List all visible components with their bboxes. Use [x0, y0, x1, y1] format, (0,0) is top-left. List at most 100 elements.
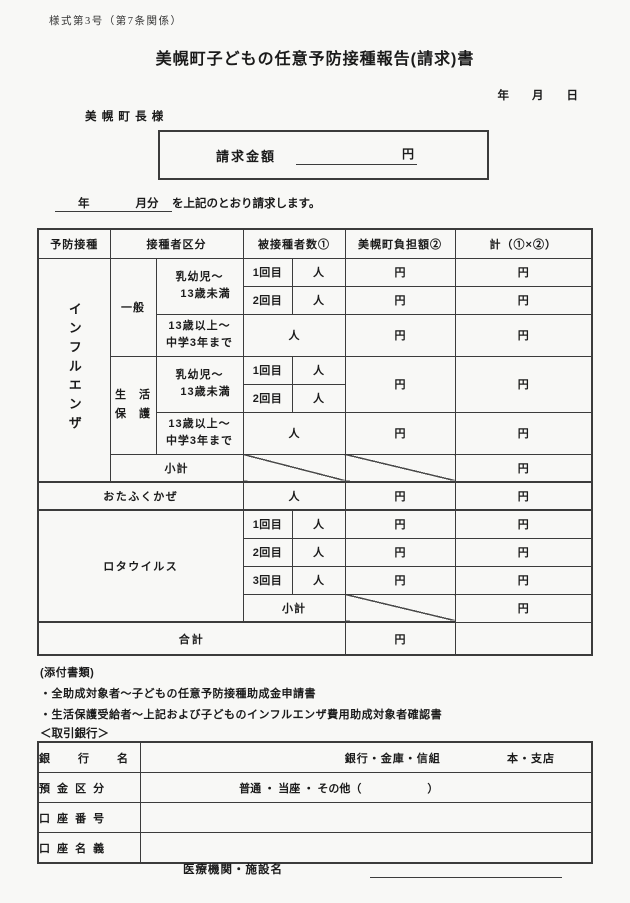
- category-general-cell: 一般: [109, 257, 157, 357]
- diagonal-strikethrough-cell: [242, 453, 346, 483]
- dose-1-label: 1回目: [242, 355, 293, 385]
- total-amount-cell: 円: [454, 411, 593, 455]
- bank-section-heading: ＜取引銀行＞: [40, 728, 109, 740]
- vaccination-table: 予防接種 接種者区分 被接種者数① 美幌町負担額② 計（①×②） インフルエンザ…: [37, 228, 593, 656]
- header-burden: 美幌町負担額②: [344, 228, 456, 259]
- dose-2-label: 2回目: [242, 383, 293, 413]
- vaccine-rotavirus-label: ロタウイルス: [37, 509, 244, 623]
- person-count-cell: 人: [242, 313, 346, 357]
- grand-total-label: 合計: [37, 621, 346, 656]
- bank-name-value: 銀行・金庫・信組 本・支店: [139, 741, 593, 773]
- facility-name-label: 医療機関・施設名: [183, 864, 283, 876]
- burden-amount-cell: 円: [344, 285, 456, 315]
- mumps-row: おたふくかぜ 人 円 円: [37, 481, 593, 511]
- age-older-cell: 13歳以上～ 中学3年まで: [155, 313, 244, 357]
- person-count-cell: 人: [291, 509, 346, 539]
- table-header-row: 予防接種 接種者区分 被接種者数① 美幌町負担額② 計（①×②）: [37, 228, 593, 259]
- attachment-item: ・全助成対象者～子どもの任意予防接種助成金申請書: [40, 688, 316, 700]
- total-amount-cell: 円: [454, 509, 593, 539]
- form-number: 様式第3号（第7条関係）: [49, 16, 183, 27]
- person-count-cell: 人: [291, 355, 346, 385]
- subtotal-amount-cell: 円: [454, 593, 593, 623]
- diagonal-strikethrough-cell: [344, 453, 456, 483]
- vaccine-influenza-cell: インフルエンザ: [37, 257, 111, 483]
- person-count-cell: 人: [291, 257, 346, 287]
- person-count-cell: 人: [291, 537, 346, 567]
- attachment-item: ・生活保護受給者～上記および子どものインフルエンザ費用助成対象者確認書: [40, 709, 443, 721]
- claim-amount-box: 請求金額 円: [158, 130, 489, 180]
- header-vaccine: 予防接種: [37, 228, 111, 259]
- subtotal-amount-cell: 円: [454, 453, 593, 483]
- dose-2-label: 2回目: [242, 285, 293, 315]
- burden-amount-cell: 円: [344, 411, 456, 455]
- burden-amount-cell: 円: [344, 257, 456, 287]
- diagonal-strikethrough-cell: [344, 593, 456, 623]
- dose-1-label: 1回目: [242, 509, 293, 539]
- subtotal-label: 小計: [242, 593, 346, 623]
- age-older-cell: 13歳以上～ 中学3年まで: [155, 411, 244, 455]
- burden-amount-cell: 円: [344, 313, 456, 357]
- total-amount-cell: 円: [454, 313, 593, 357]
- date-line: 年 月 日: [497, 90, 579, 102]
- dose-1-label: 1回目: [242, 257, 293, 287]
- account-number-blank: [139, 802, 593, 833]
- facility-name-blank: [370, 860, 562, 878]
- rotavirus-row: ロタウイルス 1回目 人 円 円: [37, 509, 593, 623]
- category-welfare-cell: 生 活 保 護: [109, 355, 157, 455]
- burden-amount-cell: 円: [344, 509, 456, 539]
- burden-amount-cell: 円: [344, 537, 456, 567]
- age-infant-cell: 乳幼児～ 13歳未満: [155, 257, 244, 315]
- account-type-label: 預 金 区 分: [37, 772, 141, 803]
- person-count-cell: 人: [242, 481, 346, 511]
- grand-total-row: 合計 円: [37, 621, 592, 656]
- claim-statement: 年 月分 を上記のとおり請求します。: [55, 195, 320, 212]
- total-amount-cell: 円: [454, 257, 593, 287]
- bank-table: 銀 行 名 銀行・金庫・信組 本・支店 預 金 区 分 普通 ・ 当座 ・ その…: [37, 741, 593, 864]
- account-type-row: 預 金 区 分 普通 ・ 当座 ・ その他（ ）: [37, 772, 593, 803]
- account-holder-row: 口 座 名 義: [37, 832, 593, 864]
- influenza-subtotal-row: 小計 円: [38, 453, 593, 483]
- total-amount-cell: 円: [454, 481, 593, 511]
- total-amount-cell: 円: [454, 565, 593, 595]
- person-count-cell: 人: [242, 411, 346, 455]
- burden-amount-cell: 円: [344, 481, 456, 511]
- account-type-options: 普通 ・ 当座 ・ その他（ ）: [139, 772, 593, 803]
- account-holder-blank: [139, 832, 593, 864]
- page-title: 美幌町子どもの任意予防接種報告(請求)書: [155, 51, 475, 68]
- account-number-row: 口 座 番 号: [37, 802, 593, 833]
- burden-amount-cell: 円: [344, 565, 456, 595]
- dose-3-label: 3回目: [242, 565, 293, 595]
- subtotal-label: 小計: [109, 453, 244, 483]
- total-amount-cell: 円: [454, 537, 593, 567]
- person-count-cell: 人: [291, 565, 346, 595]
- attachments-heading: (添付書類): [40, 667, 95, 679]
- account-holder-label: 口 座 名 義: [37, 832, 141, 864]
- person-count-cell: 人: [291, 285, 346, 315]
- grand-total-amount-cell: 円: [344, 621, 456, 656]
- total-amount-cell: 円: [454, 355, 593, 413]
- account-number-label: 口 座 番 号: [37, 802, 141, 833]
- age-infant-cell: 乳幼児～ 13歳未満: [155, 355, 244, 413]
- bank-name-label: 銀 行 名: [37, 741, 141, 773]
- claim-amount-blank: 円: [296, 145, 418, 165]
- claim-period-blank: 年 月分: [55, 195, 172, 212]
- rotavirus-row: 2回目 人 円 円: [38, 537, 593, 567]
- total-amount-cell: 円: [454, 285, 593, 315]
- header-count: 被接種者数①: [242, 228, 346, 259]
- vaccine-mumps-label: おたふくかぜ: [37, 481, 244, 511]
- rotavirus-subtotal-row: 小計 円: [38, 593, 593, 623]
- person-count-cell: 人: [291, 383, 346, 413]
- claim-amount-label: 請求金額: [216, 148, 277, 164]
- bank-type-options: 銀行・金庫・信組: [344, 752, 441, 765]
- dose-2-label: 2回目: [242, 537, 293, 567]
- table-row: 生 活 保 護 乳幼児～ 13歳未満 1回目 人 円 円: [38, 355, 593, 455]
- table-row: インフルエンザ 一般 乳幼児～ 13歳未満 1回目 人 円 円: [37, 257, 593, 483]
- burden-amount-cell: 円: [344, 355, 456, 413]
- branch-type-options: 本・支店: [507, 752, 555, 765]
- header-category: 接種者区分: [109, 228, 244, 259]
- vaccine-influenza-label: インフルエンザ: [66, 301, 82, 435]
- bank-name-row: 銀 行 名 銀行・金庫・信組 本・支店: [37, 741, 593, 773]
- table-row: 2回目 人 円 円: [38, 285, 593, 315]
- header-total: 計（①×②）: [454, 228, 593, 259]
